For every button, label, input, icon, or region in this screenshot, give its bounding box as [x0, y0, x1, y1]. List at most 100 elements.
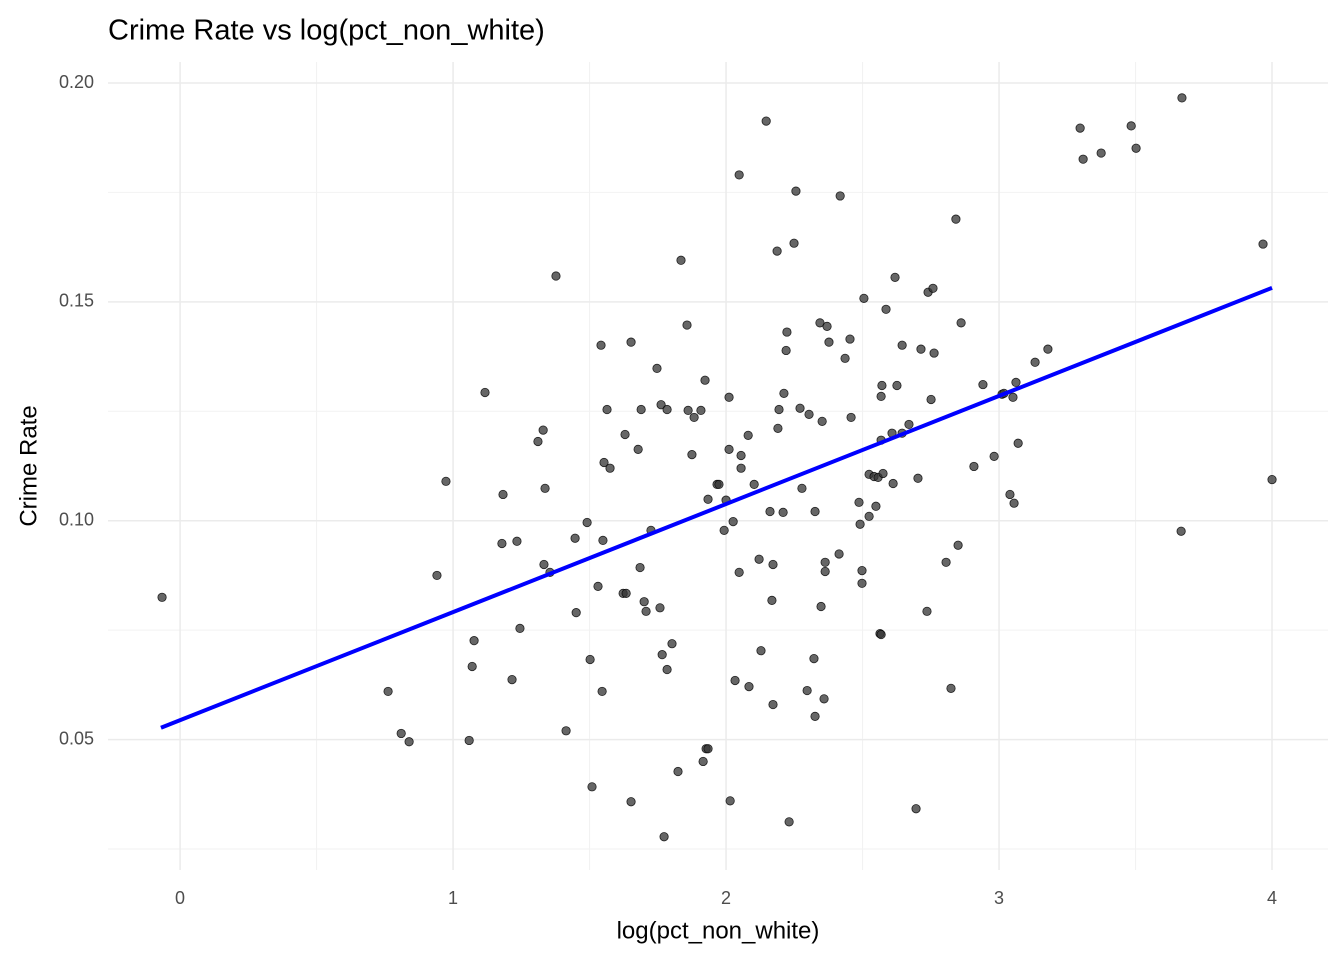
data-point: [797, 483, 807, 493]
data-point: [657, 650, 667, 660]
data-point: [761, 116, 771, 126]
data-point: [540, 483, 550, 493]
data-point: [687, 450, 697, 460]
y-tick-label: 0.15: [59, 291, 94, 311]
data-point: [946, 683, 956, 693]
data-point: [1258, 239, 1268, 249]
data-point: [765, 506, 775, 517]
data-point: [840, 353, 850, 363]
data-point: [512, 536, 522, 546]
data-point: [480, 387, 490, 398]
data-point: [845, 334, 855, 344]
data-point: [774, 404, 784, 415]
data-point: [782, 327, 792, 337]
data-point: [582, 517, 592, 528]
data-point: [772, 246, 782, 256]
data-point: [756, 646, 766, 656]
data-point: [754, 554, 764, 564]
data-point: [620, 429, 630, 440]
data-point: [703, 494, 713, 504]
data-point: [682, 320, 692, 330]
x-tick-label: 2: [721, 888, 731, 908]
data-point: [795, 403, 805, 413]
data-point: [673, 766, 683, 777]
y-tick-label: 0.20: [59, 72, 94, 92]
data-point: [497, 538, 507, 549]
data-point: [781, 345, 791, 356]
data-point: [779, 388, 789, 398]
data-point: [724, 392, 734, 402]
data-point: [876, 629, 886, 640]
data-point: [929, 348, 939, 358]
data-point: [926, 394, 936, 405]
data-point: [1011, 377, 1021, 387]
data-point: [507, 674, 517, 685]
x-tick-label: 1: [448, 888, 458, 908]
data-point: [802, 685, 812, 696]
y-tick-label: 0.10: [59, 509, 94, 529]
data-point: [871, 501, 881, 511]
data-point: [533, 436, 543, 447]
data-point: [1030, 357, 1040, 367]
data-point: [652, 363, 662, 373]
data-point: [904, 419, 914, 430]
data-point: [1009, 498, 1019, 508]
data-point: [641, 606, 651, 616]
data-point: [1096, 148, 1106, 158]
data-point: [791, 186, 801, 196]
data-point: [396, 728, 406, 739]
data-point: [1008, 392, 1018, 402]
data-point: [877, 380, 887, 391]
data-point: [778, 507, 788, 517]
data-point: [804, 409, 814, 419]
data-point: [768, 699, 778, 710]
x-axis-label: log(pct_non_white): [617, 917, 820, 944]
data-point: [822, 321, 832, 331]
data-point: [703, 744, 713, 754]
data-point: [819, 694, 829, 704]
data-point: [789, 238, 799, 248]
data-point: [820, 566, 830, 577]
data-point: [383, 686, 393, 697]
data-point: [855, 519, 865, 529]
data-point: [585, 654, 595, 665]
data-point: [538, 425, 548, 435]
data-point: [820, 557, 830, 567]
y-axis-label: Crime Rate: [15, 405, 42, 526]
data-point: [857, 578, 867, 588]
data-point: [602, 404, 612, 415]
trend-line: [160, 285, 1273, 730]
data-point: [662, 664, 672, 675]
data-point: [404, 737, 414, 747]
data-point: [1043, 344, 1053, 354]
data-point: [892, 380, 902, 391]
data-point: [598, 535, 608, 546]
data-point: [157, 592, 167, 602]
data-point: [659, 832, 669, 842]
data-point: [683, 405, 693, 416]
data-point: [744, 682, 754, 692]
data-point: [1177, 93, 1187, 103]
data-point: [824, 337, 834, 347]
data-point: [864, 511, 874, 521]
data-point: [587, 782, 597, 792]
data-point: [464, 735, 474, 746]
data-point: [854, 497, 864, 507]
data-point: [810, 506, 820, 517]
data-point: [916, 344, 926, 354]
data-point: [809, 653, 819, 664]
data-point: [810, 711, 820, 721]
data-point: [515, 623, 525, 633]
data-point: [605, 463, 615, 473]
data-point: [749, 479, 759, 489]
data-point: [897, 340, 907, 350]
data-point: [725, 796, 735, 806]
data-point: [881, 304, 891, 314]
x-tick-label: 0: [175, 888, 185, 908]
data-point: [953, 540, 963, 550]
data-point: [728, 516, 738, 527]
data-point: [734, 170, 744, 180]
data-point: [599, 457, 609, 468]
data-point: [621, 588, 631, 598]
